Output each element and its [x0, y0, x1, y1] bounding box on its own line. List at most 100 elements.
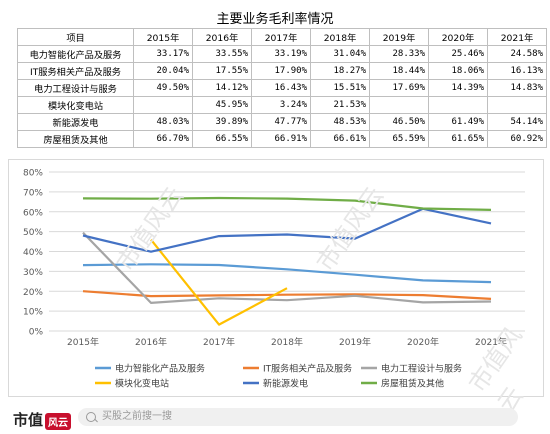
- table-cell: 16.13%: [487, 62, 547, 80]
- table-cell: 14.12%: [192, 79, 252, 97]
- column-header: 2018年: [310, 28, 370, 46]
- table-row: 电力智能化产品及服务 33.17% 33.55% 33.19% 31.04% 28.33%…: [17, 45, 547, 63]
- legend-label: 电力工程设计与服务: [381, 363, 462, 375]
- table-cell: 61.49%: [428, 113, 488, 131]
- brand-name: 市值: [13, 411, 44, 429]
- column-header: 2019年: [369, 28, 429, 46]
- search-bar[interactable]: 买股之前搜一搜: [78, 408, 518, 426]
- x-tick-label: 2018年: [271, 336, 303, 348]
- table-cell: 66.91%: [251, 130, 311, 148]
- brand-seal: 风云: [45, 412, 72, 430]
- table-cell: 25.46%: [428, 45, 488, 63]
- table-cell: 66.55%: [192, 130, 252, 148]
- x-tick-label: 2020年: [407, 336, 439, 348]
- table-cell: 48.53%: [310, 113, 370, 131]
- column-header: 2021年: [487, 28, 547, 46]
- table-header-row: 项目 2015年 2016年 2017年 2018年 2019年 2020年 2…: [17, 28, 547, 46]
- search-icon: [86, 412, 96, 422]
- table-cell: 49.50%: [133, 79, 193, 97]
- table-cell: 33.19%: [251, 45, 311, 63]
- x-tick-label: 2015年: [67, 336, 99, 348]
- series-line: [82, 231, 492, 304]
- legend-label: IT服务相关产品及服务: [263, 363, 352, 375]
- legend-label: 模块化变电站: [115, 378, 169, 390]
- table-cell: 39.89%: [192, 113, 252, 131]
- row-label: 模块化变电站: [17, 96, 134, 114]
- line-chart: 0% 10% 20% 30% 40% 50% 60% 70% 80% 2015年 2016年 2017…: [8, 159, 544, 397]
- series-line: [82, 263, 492, 284]
- column-header: 2016年: [192, 28, 252, 46]
- table-cell: 14.83%: [487, 79, 547, 97]
- brand-logo: 市值 风云: [13, 409, 72, 430]
- row-label: IT服务相关产品及服务: [17, 62, 134, 80]
- table-cell: 46.50%: [369, 113, 429, 131]
- search-placeholder: 买股之前搜一搜: [102, 411, 172, 422]
- table-row: 模块化变电站 45.95% 3.24% 21.53%: [17, 96, 547, 114]
- table-cell: 18.06%: [428, 62, 488, 80]
- y-tick-label: 80%: [23, 169, 43, 179]
- table-cell: 66.70%: [133, 130, 193, 148]
- y-tick-label: 30%: [23, 268, 43, 278]
- table-cell: 18.44%: [369, 62, 429, 80]
- table-cell: 33.17%: [133, 45, 193, 63]
- table-cell: [428, 96, 488, 114]
- row-label: 电力智能化产品及服务: [17, 45, 134, 63]
- y-tick-label: 50%: [23, 228, 43, 238]
- legend-label: 房屋租赁及其他: [381, 378, 444, 390]
- table-cell: 3.24%: [251, 96, 311, 114]
- line-chart-svg: 0% 10% 20% 30% 40% 50% 60% 70% 80% 2015年 2016年 2017…: [23, 169, 525, 390]
- x-tick-label: 2017年: [203, 336, 235, 348]
- table-row: 房屋租赁及其他 66.70% 66.55% 66.91% 66.61% 65.59% 61.…: [17, 130, 547, 148]
- legend-label: 电力智能化产品及服务: [115, 363, 205, 375]
- y-tick-label: 40%: [23, 248, 43, 258]
- table-cell: 21.53%: [310, 96, 370, 114]
- table-cell: 45.95%: [192, 96, 252, 114]
- table-row: 新能源发电 48.03% 39.89% 47.77% 48.53% 46.50% 61.49…: [17, 113, 547, 131]
- table-cell: [487, 96, 547, 114]
- series-line: [82, 207, 492, 253]
- table-title: 主要业务毛利率情况: [216, 12, 334, 27]
- series-line: [82, 290, 492, 300]
- row-label: 电力工程设计与服务: [17, 79, 134, 97]
- table-cell: 14.39%: [428, 79, 488, 97]
- y-tick-label: 10%: [23, 308, 43, 318]
- y-tick-label: 20%: [23, 288, 43, 298]
- column-header: 2020年: [428, 28, 488, 46]
- y-tick-label: 70%: [23, 188, 43, 198]
- y-tick-label: 60%: [23, 208, 43, 218]
- x-tick-label: 2016年: [135, 336, 167, 348]
- table-row: 电力工程设计与服务 49.50% 14.12% 16.43% 15.51% 17.69% 1…: [17, 79, 547, 97]
- gross-margin-table: 项目 2015年 2016年 2017年 2018年 2019年 2020年 2…: [17, 28, 547, 148]
- table-cell: 16.43%: [251, 79, 311, 97]
- legend-label: 新能源发电: [263, 378, 308, 390]
- column-header: 2017年: [251, 28, 311, 46]
- table-cell: 61.65%: [428, 130, 488, 148]
- x-tick-label: 2021年: [475, 336, 507, 348]
- table-cell: 17.55%: [192, 62, 252, 80]
- column-header: 项目: [17, 28, 134, 46]
- table-cell: 33.55%: [192, 45, 252, 63]
- table-cell: 28.33%: [369, 45, 429, 63]
- table-cell: [369, 96, 429, 114]
- y-tick-label: 0%: [29, 328, 44, 338]
- table-cell: 15.51%: [310, 79, 370, 97]
- row-label: 新能源发电: [17, 113, 134, 131]
- table-row: IT服务相关产品及服务 20.04% 17.55% 17.90% 18.27% 18.44…: [17, 62, 547, 80]
- table-cell: 48.03%: [133, 113, 193, 131]
- table-cell: 60.92%: [487, 130, 547, 148]
- footer-bar: 市值 风云 买股之前搜一搜: [0, 402, 550, 434]
- table-cell: 47.77%: [251, 113, 311, 131]
- table-cell: 31.04%: [310, 45, 370, 63]
- column-header: 2015年: [133, 28, 193, 46]
- table-cell: 18.27%: [310, 62, 370, 80]
- table-cell: 20.04%: [133, 62, 193, 80]
- series-line: [82, 196, 492, 211]
- x-tick-label: 2019年: [339, 336, 371, 348]
- series-line: [150, 239, 288, 326]
- table-cell: 17.90%: [251, 62, 311, 80]
- table-cell: 54.14%: [487, 113, 547, 131]
- row-label: 房屋租赁及其他: [17, 130, 134, 148]
- table-cell: 65.59%: [369, 130, 429, 148]
- table-cell: [133, 96, 193, 114]
- table-cell: 24.58%: [487, 45, 547, 63]
